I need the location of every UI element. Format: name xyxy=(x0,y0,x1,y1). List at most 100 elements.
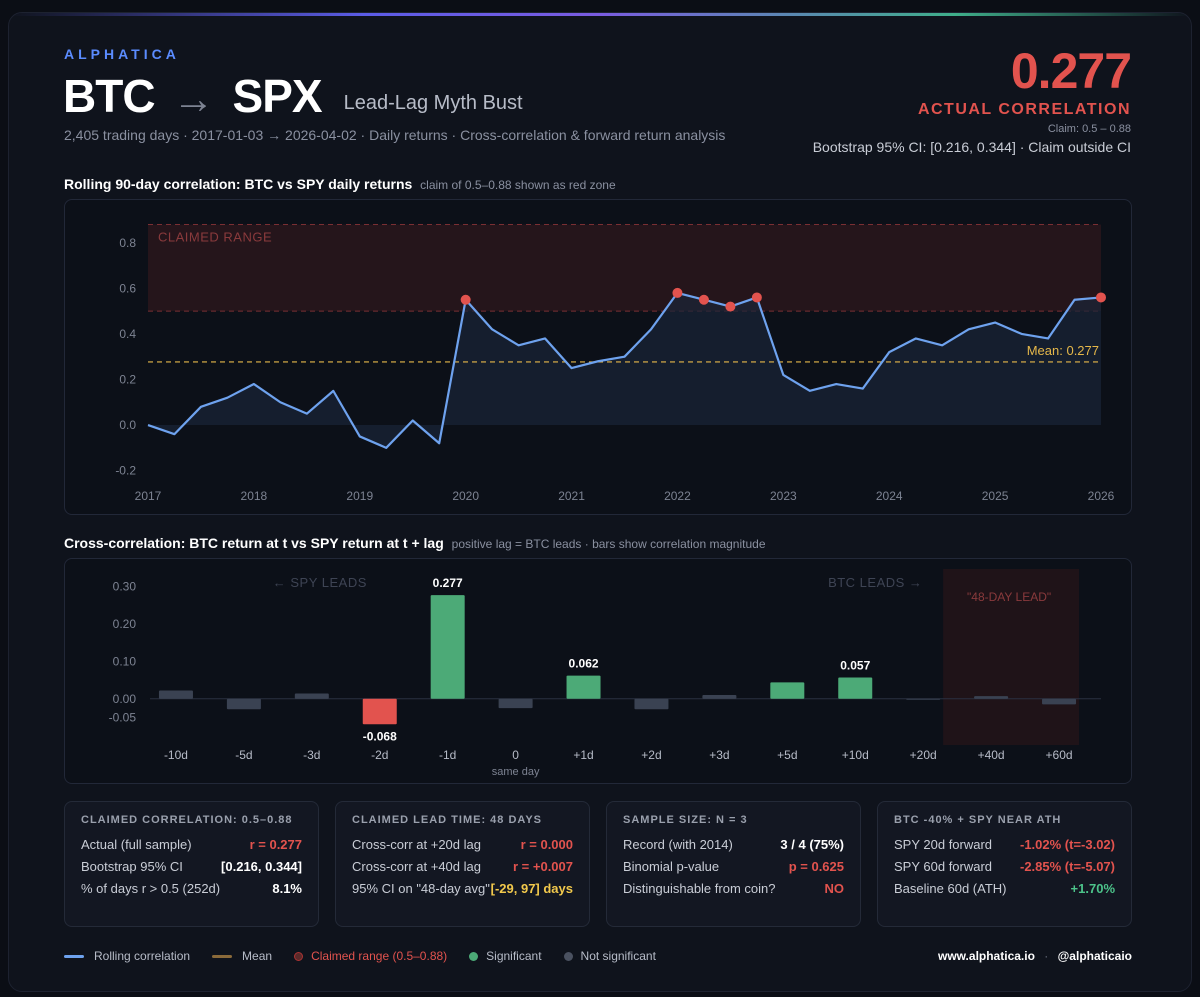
bar-value-label: 0.277 xyxy=(433,576,463,590)
correlation-bar xyxy=(838,677,873,699)
above-claim-point xyxy=(460,294,471,305)
title-spx: SPX xyxy=(232,70,323,122)
stat-label: Binomial p-value xyxy=(623,859,720,874)
legend-significant-label: Significant xyxy=(486,949,542,963)
stat-value: r = 0.000 xyxy=(520,837,573,852)
correlation-bar xyxy=(362,698,397,725)
y-tick-label: 0.30 xyxy=(113,579,137,593)
x-tick-label: 2018 xyxy=(241,489,268,503)
y-tick-label: 0.4 xyxy=(119,327,136,341)
y-tick-label: 0.00 xyxy=(113,692,137,706)
stat-label: Baseline 60d (ATH) xyxy=(894,881,1007,896)
stat-label: % of days r > 0.5 (252d) xyxy=(81,881,221,896)
stat-card: SAMPLE SIZE: N = 3 Record (with 2014) 3 / … xyxy=(606,801,861,927)
lag-label: +10d xyxy=(842,748,869,762)
correlation-bar xyxy=(294,693,329,699)
lag-label: +40d xyxy=(978,748,1005,762)
spy-leads-label: ← SPY LEADS xyxy=(273,575,367,590)
legend-not-significant: Not significant xyxy=(563,949,656,963)
y-tick-label: 0.10 xyxy=(113,654,137,668)
legend-claimed-label: Claimed range (0.5–0.88) xyxy=(311,949,448,963)
claimed-range-zone xyxy=(148,224,1101,312)
legend-rolling: Rolling correlation xyxy=(64,949,190,963)
title-btc: BTC xyxy=(63,70,156,122)
gradient-top-bar xyxy=(9,13,1191,16)
stat-row: Binomial p-value p = 0.625 xyxy=(623,856,844,878)
meta-line: 2,405 trading days · 2017-01-03 → 2026-0… xyxy=(64,127,726,143)
stat-value: [-29, 97] days xyxy=(490,881,573,896)
btc-leads-label: BTC LEADS → xyxy=(828,575,922,590)
x-tick-label: 2021 xyxy=(558,489,585,503)
correlation-bar xyxy=(566,675,601,699)
lag-label: -5d xyxy=(235,748,252,762)
y-tick-label: -0.2 xyxy=(115,464,136,478)
stat-label: Cross-corr at +20d lag xyxy=(352,837,481,852)
correlation-bar xyxy=(498,698,533,709)
footer-credits: www.alphatica.io · @alphaticaio xyxy=(938,949,1132,963)
footer-handle[interactable]: @alphaticaio xyxy=(1057,949,1132,963)
stat-value: [0.216, 0.344] xyxy=(221,859,302,874)
correlation-bar xyxy=(770,682,805,699)
lag-label: +5d xyxy=(777,748,797,762)
lead-zone-label: "48-DAY LEAD" xyxy=(967,590,1051,604)
cross-correlation-chart: "48-DAY LEAD" ← SPY LEADS BTC LEADS → 0.30 0… xyxy=(109,569,1101,778)
stat-card-header: CLAIMED LEAD TIME: 48 DAYS xyxy=(352,814,543,826)
y-tick-label: 0.8 xyxy=(119,236,136,250)
lead-zone xyxy=(943,569,1079,745)
stat-label: Actual (full sample) xyxy=(81,837,192,852)
above-claim-point xyxy=(698,294,709,305)
lag-label: -3d xyxy=(303,748,320,762)
above-claim-point xyxy=(725,301,736,312)
correlation-line xyxy=(147,291,1102,449)
rolling-chart-title-text: Rolling 90-day correlation: BTC vs SPY d… xyxy=(64,176,413,192)
stat-label: Distinguishable from coin? xyxy=(623,881,776,896)
correlation-bar xyxy=(226,698,261,710)
arrow-right-icon: → xyxy=(172,75,215,122)
stat-row: Bootstrap 95% CI [0.216, 0.344] xyxy=(81,856,302,878)
stat-value: -1.02% (t=-3.02) xyxy=(1019,837,1115,852)
legend-line-swatch xyxy=(64,954,84,958)
lag-label: 0 xyxy=(512,748,519,762)
rolling-chart-title: Rolling 90-day correlation: BTC vs SPY d… xyxy=(64,176,616,192)
cross-corr-title-text: Cross-correlation: BTC return at t vs SP… xyxy=(64,535,444,551)
bar-value-label: 0.057 xyxy=(840,658,870,672)
stat-label: Cross-corr at +40d lag xyxy=(352,859,481,874)
rolling-chart-panel: CLAIMED RANGE -0.2 0.0 0.2 0.4 0.6 0.8 2017 2018… xyxy=(64,199,1132,515)
mean-label: Mean: 0.277 xyxy=(1027,343,1099,358)
legend-significant: Significant xyxy=(469,949,542,963)
legend-rolling-label: Rolling correlation xyxy=(94,949,191,963)
x-tick-label: 2025 xyxy=(982,489,1009,503)
stat-card-header: SAMPLE SIZE: N = 3 xyxy=(623,814,748,826)
claimed-range-label: CLAIMED RANGE xyxy=(158,230,272,245)
correlation-label: ACTUAL CORRELATION xyxy=(917,101,1131,118)
stat-row: SPY 20d forward -1.02% (t=-3.02) xyxy=(894,834,1115,856)
correlation-summary: 0.277 ACTUAL CORRELATION Claim: 0.5 – 0.… xyxy=(813,43,1132,155)
above-claim-point xyxy=(1096,292,1106,303)
correlation-bar xyxy=(1042,698,1077,705)
stat-label: 95% CI on "48-day avg" xyxy=(352,881,490,896)
x-tick-label: 2017 xyxy=(135,489,162,503)
stat-label: Bootstrap 95% CI xyxy=(81,859,183,874)
x-tick-label: 2020 xyxy=(452,489,479,503)
lag-label: +20d xyxy=(910,748,937,762)
correlation-bar xyxy=(634,698,669,710)
x-tick-label: 2022 xyxy=(664,489,691,503)
stat-value: -2.85% (t=-5.07) xyxy=(1019,859,1115,874)
stat-row: Record (with 2014) 3 / 4 (75%) xyxy=(623,834,844,856)
stat-value: +1.70% xyxy=(1070,881,1115,896)
correlation-bar xyxy=(702,695,737,699)
lag-label: -10d xyxy=(164,748,188,762)
legend-mean-label: Mean xyxy=(242,949,273,963)
stat-card: CLAIMED LEAD TIME: 48 DAYS Cross-corr at … xyxy=(335,801,590,927)
same-day-label: same day xyxy=(492,766,540,778)
correlation-bar xyxy=(906,698,941,700)
y-tick-label: 0.0 xyxy=(119,418,136,432)
stat-label: SPY 20d forward xyxy=(894,837,993,852)
page-subtitle: Lead-Lag Myth Bust xyxy=(343,92,523,114)
page-title: BTC → SPX Lead-Lag Myth Bust xyxy=(63,69,523,123)
claim-text: Claim: 0.5 – 0.88 xyxy=(1047,123,1131,135)
stat-card-header: BTC -40% + SPY NEAR ATH xyxy=(894,814,1062,826)
footer-site[interactable]: www.alphatica.io xyxy=(938,949,1035,963)
stat-value: p = 0.625 xyxy=(788,859,844,874)
correlation-value: 0.277 xyxy=(1010,43,1132,99)
